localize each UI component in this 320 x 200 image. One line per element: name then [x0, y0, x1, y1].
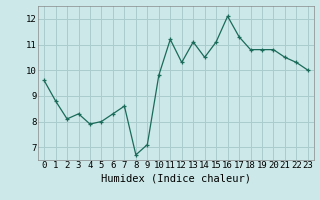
X-axis label: Humidex (Indice chaleur): Humidex (Indice chaleur) — [101, 173, 251, 183]
